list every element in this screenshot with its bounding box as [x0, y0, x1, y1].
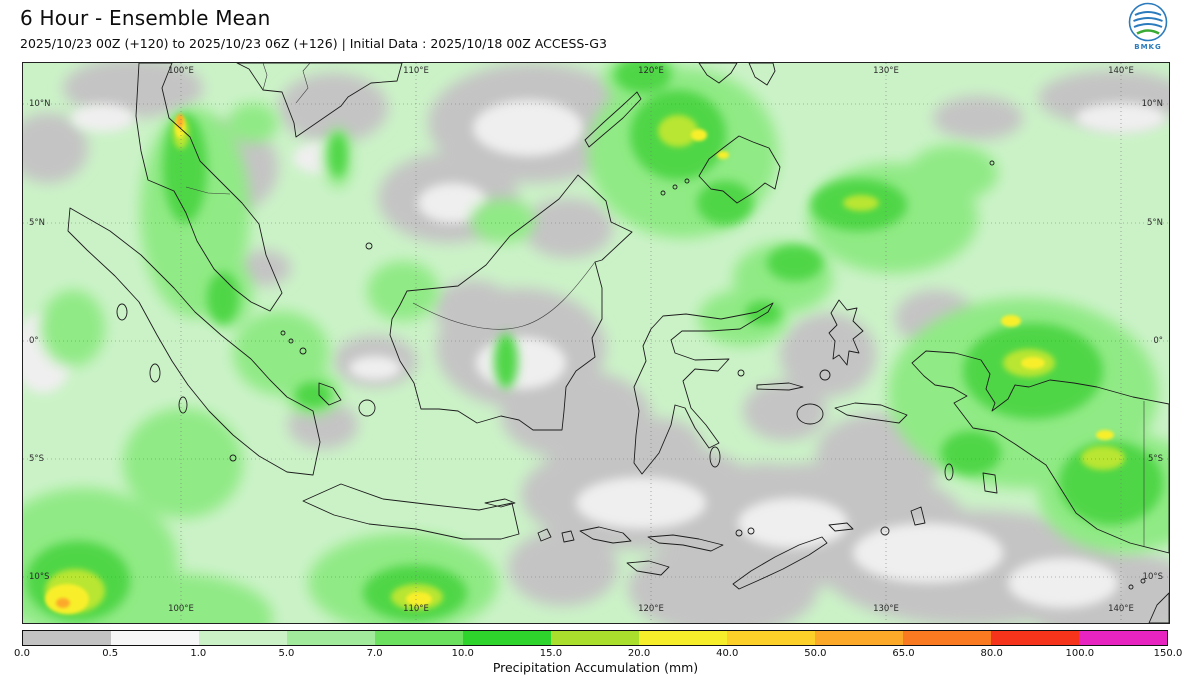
colorbar-segment	[903, 631, 991, 645]
colorbar-segment	[375, 631, 463, 645]
country-borders	[185, 63, 1145, 546]
colorbar-segment	[1079, 631, 1167, 645]
colorbar-segment	[727, 631, 815, 645]
colorbar-tick: 65.0	[892, 648, 915, 659]
colorbar-tick: 7.0	[366, 648, 383, 659]
colorbar-segment	[991, 631, 1079, 645]
bmkg-logo-icon	[1128, 2, 1168, 42]
precipitation-field	[23, 63, 1169, 623]
colorbar-tick: 20.0	[627, 648, 651, 659]
page-title: 6 Hour - Ensemble Mean	[20, 6, 271, 30]
precip-orange-layer	[56, 114, 184, 608]
colorbar-label: Precipitation Accumulation (mm)	[492, 660, 699, 675]
colorbar-segment	[199, 631, 287, 645]
colorbar-segment	[815, 631, 903, 645]
colorbar-segment	[111, 631, 199, 645]
colorbar-segment	[287, 631, 375, 645]
colorbar-segment	[463, 631, 551, 645]
colorbar-tick: 1.0	[190, 648, 207, 659]
colorbar-segment	[639, 631, 727, 645]
colorbar-tick: 80.0	[980, 648, 1003, 659]
precip-yellow-layer	[45, 116, 1114, 614]
colorbar-tick: 40.0	[716, 648, 739, 659]
colorbar-tick: 150.0	[1153, 648, 1183, 659]
colorbar-tick: 15.0	[539, 648, 563, 659]
colorbar-segment	[23, 631, 111, 645]
bmkg-logo: BMKG	[1125, 2, 1171, 51]
colorbar-tick: 50.0	[804, 648, 827, 659]
colorbar-tick: 10.0	[451, 648, 474, 659]
precip-light-layer	[23, 100, 1166, 608]
colorbar-area: 0.0 0.5 1.0 5.0 7.0 10.0 15.0 20.0 40.0 50.0 65.0 8…	[14, 630, 1182, 661]
colorbar-tick: 0.5	[102, 648, 119, 659]
subtitle: 2025/10/23 00Z (+120) to 2025/10/23 06Z …	[20, 36, 607, 51]
colorbar-tick: 0.0	[14, 648, 30, 659]
bmkg-logo-caption: BMKG	[1134, 43, 1162, 51]
colorbar-ticks: 0.0 0.5 1.0 5.0 7.0 10.0 15.0 20.0 40.0 50.0 65.0 8…	[14, 648, 1182, 661]
gridlines	[23, 63, 1169, 623]
colorbar	[22, 630, 1168, 646]
colorbar-tick: 100.0	[1065, 648, 1095, 659]
coastlines	[67, 63, 1169, 623]
colorbar-segment	[551, 631, 639, 645]
precipitation-map: 100°E 100°E 110°E 110°E 120°E 120°E 130°E 130°E…	[22, 62, 1170, 624]
colorbar-tick: 5.0	[278, 648, 295, 659]
